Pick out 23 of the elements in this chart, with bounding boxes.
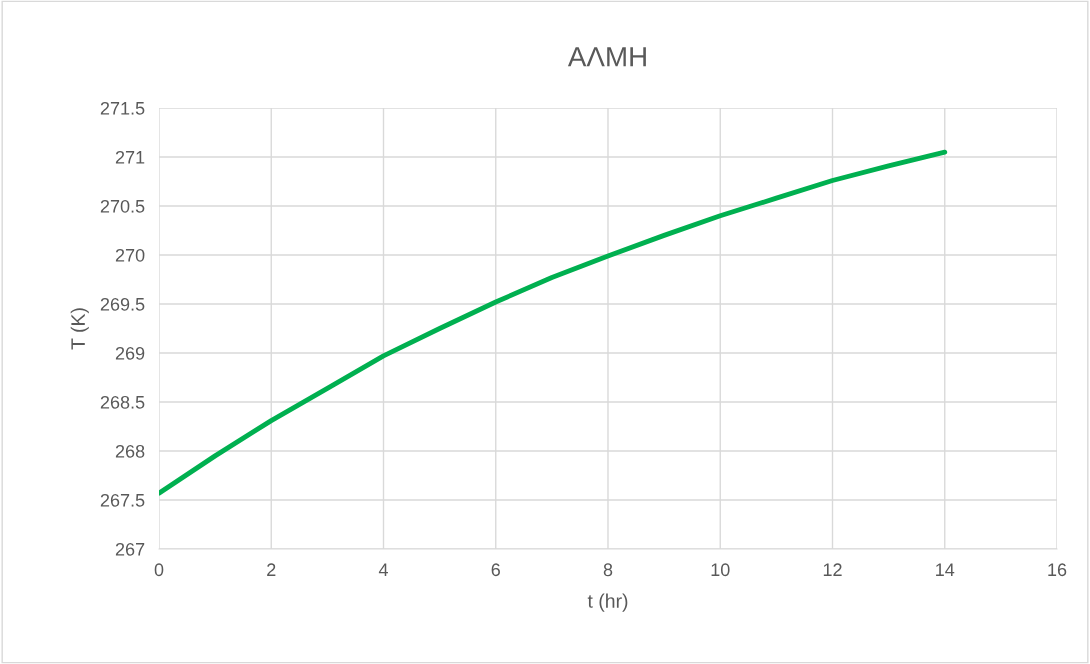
y-tick-label: 269 (115, 346, 145, 360)
y-tick-label: 270 (115, 248, 145, 262)
x-tick-label: 2 (267, 563, 276, 576)
y-tick-label: 268 (115, 444, 145, 458)
line-series (159, 149, 948, 496)
y-tick-label: 268.5 (100, 395, 145, 409)
y-tick-label: 269.5 (100, 297, 145, 311)
y-tick-label: 267 (115, 542, 145, 556)
y-tick-label: 271 (115, 150, 145, 164)
x-tick-label: 0 (154, 563, 164, 577)
x-tick-label: 16 (1048, 563, 1067, 577)
chart-title: ΑΛΜΗ (567, 47, 646, 67)
y-tick-label: 267.5 (100, 493, 145, 507)
x-axis-title: t (hr) (587, 593, 628, 612)
x-tick-label: 8 (603, 563, 613, 577)
y-axis-title: T (K) (70, 308, 89, 350)
x-tick-label: 12 (823, 563, 842, 576)
x-tick-label: 4 (378, 563, 388, 576)
x-tick-label: 14 (936, 563, 955, 576)
y-tick-label: 270.5 (100, 199, 145, 213)
x-tick-label: 10 (711, 563, 730, 577)
x-tick-label: 6 (491, 563, 500, 577)
y-tick-label: 271.5 (100, 101, 145, 115)
